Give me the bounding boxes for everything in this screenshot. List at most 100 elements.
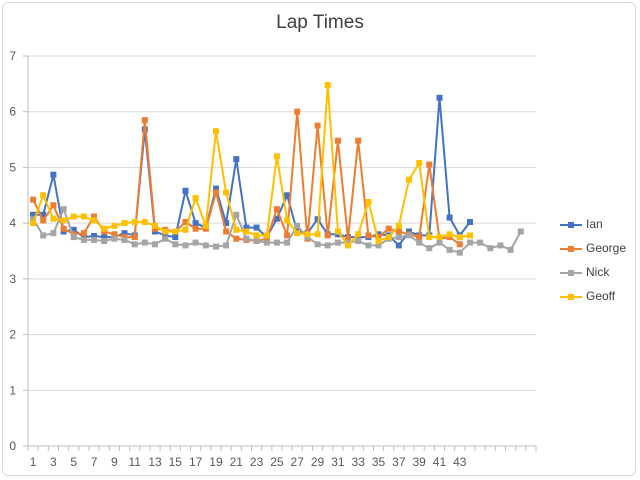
data-point-geoff xyxy=(426,234,433,241)
x-tick-label: 37 xyxy=(392,455,406,469)
data-point-nick xyxy=(253,238,260,244)
data-point-ian xyxy=(243,224,250,231)
data-point-geoff xyxy=(294,230,301,237)
data-point-nick xyxy=(60,206,67,213)
data-point-geoff xyxy=(304,231,311,238)
data-point-george xyxy=(324,232,331,239)
data-point-geoff xyxy=(243,228,250,235)
data-point-geoff xyxy=(121,220,128,227)
y-tick-label: 4 xyxy=(9,216,16,230)
data-point-ian xyxy=(182,187,189,194)
data-point-ian xyxy=(101,234,108,241)
data-point-geoff xyxy=(40,192,47,199)
data-point-nick xyxy=(436,239,443,246)
data-point-george xyxy=(80,230,87,237)
legend-item-ian: Ian xyxy=(560,215,636,239)
data-point-nick xyxy=(80,236,87,243)
data-point-ian xyxy=(50,171,57,178)
x-tick-label: 31 xyxy=(331,455,345,469)
y-tick-label: 1 xyxy=(9,383,16,397)
data-point-ian xyxy=(70,226,77,233)
data-point-geoff xyxy=(375,238,382,244)
data-point-nick xyxy=(91,236,97,243)
data-point-geoff xyxy=(365,199,372,205)
data-point-ian xyxy=(436,94,443,101)
legend-swatch-marker xyxy=(568,270,574,276)
data-point-geoff xyxy=(355,231,362,238)
data-point-george xyxy=(334,137,341,144)
legend-label: Nick xyxy=(586,265,610,279)
data-point-geoff xyxy=(253,232,260,239)
data-point-nick xyxy=(40,232,47,239)
x-tick-label: 3 xyxy=(50,455,57,469)
data-point-george xyxy=(213,189,219,196)
data-point-geoff xyxy=(80,213,87,220)
data-point-ian xyxy=(192,220,199,227)
data-point-nick xyxy=(355,238,362,244)
data-point-george xyxy=(50,202,57,209)
data-point-george xyxy=(30,196,37,203)
data-point-ian xyxy=(213,185,219,192)
x-tick-label: 17 xyxy=(189,455,203,469)
data-point-geoff xyxy=(345,242,351,249)
x-tick-label: 7 xyxy=(91,455,98,469)
data-point-george xyxy=(456,241,463,248)
data-point-nick xyxy=(467,239,473,246)
legend-swatch xyxy=(560,222,582,228)
data-point-geoff xyxy=(192,195,199,202)
data-point-ian xyxy=(467,219,473,225)
data-point-george xyxy=(111,231,118,238)
data-point-geoff xyxy=(60,217,67,224)
data-point-geoff xyxy=(91,217,97,224)
legend-item-geoff: Geoff xyxy=(560,287,636,311)
data-point-george xyxy=(365,232,372,239)
data-point-geoff xyxy=(50,215,57,222)
data-point-geoff xyxy=(284,217,291,224)
data-point-nick xyxy=(395,234,402,241)
data-point-nick xyxy=(284,239,291,246)
data-point-ian xyxy=(121,230,128,237)
data-point-ian xyxy=(40,211,47,218)
data-point-geoff xyxy=(436,234,443,241)
data-point-geoff xyxy=(223,189,230,196)
data-point-ian xyxy=(395,242,402,249)
data-point-nick xyxy=(101,238,108,244)
data-point-nick xyxy=(406,232,412,239)
chart-frame xyxy=(2,2,636,476)
data-point-nick xyxy=(507,246,514,253)
data-point-nick xyxy=(477,239,484,246)
data-point-geoff xyxy=(263,232,270,239)
data-point-nick xyxy=(456,249,463,256)
y-tick-label: 3 xyxy=(9,272,16,286)
data-point-george xyxy=(355,137,362,144)
data-point-ian xyxy=(30,211,37,218)
data-point-george xyxy=(233,235,240,242)
data-point-nick xyxy=(30,216,37,223)
data-point-geoff xyxy=(111,222,118,229)
data-point-george xyxy=(284,232,291,239)
data-point-geoff xyxy=(162,228,169,235)
data-point-ian xyxy=(91,233,97,239)
data-point-nick xyxy=(182,242,189,249)
y-tick-label: 7 xyxy=(9,49,16,63)
x-tick-label: 43 xyxy=(453,455,467,469)
data-point-ian xyxy=(284,192,291,199)
data-point-geoff xyxy=(467,232,473,239)
data-point-nick xyxy=(263,239,270,246)
data-point-nick xyxy=(162,235,169,242)
data-point-nick xyxy=(223,242,230,249)
data-point-nick xyxy=(213,243,219,250)
data-point-geoff xyxy=(131,219,138,225)
data-point-nick xyxy=(233,211,240,218)
data-point-nick xyxy=(152,241,158,248)
x-tick-label: 41 xyxy=(433,455,447,469)
data-point-nick xyxy=(375,242,382,249)
data-point-geoff xyxy=(385,234,392,241)
data-point-nick xyxy=(273,239,280,246)
data-point-nick xyxy=(446,246,453,253)
x-tick-label: 15 xyxy=(169,455,183,469)
data-point-nick xyxy=(141,239,148,246)
x-tick-label: 25 xyxy=(270,455,284,469)
data-point-nick xyxy=(111,235,118,242)
